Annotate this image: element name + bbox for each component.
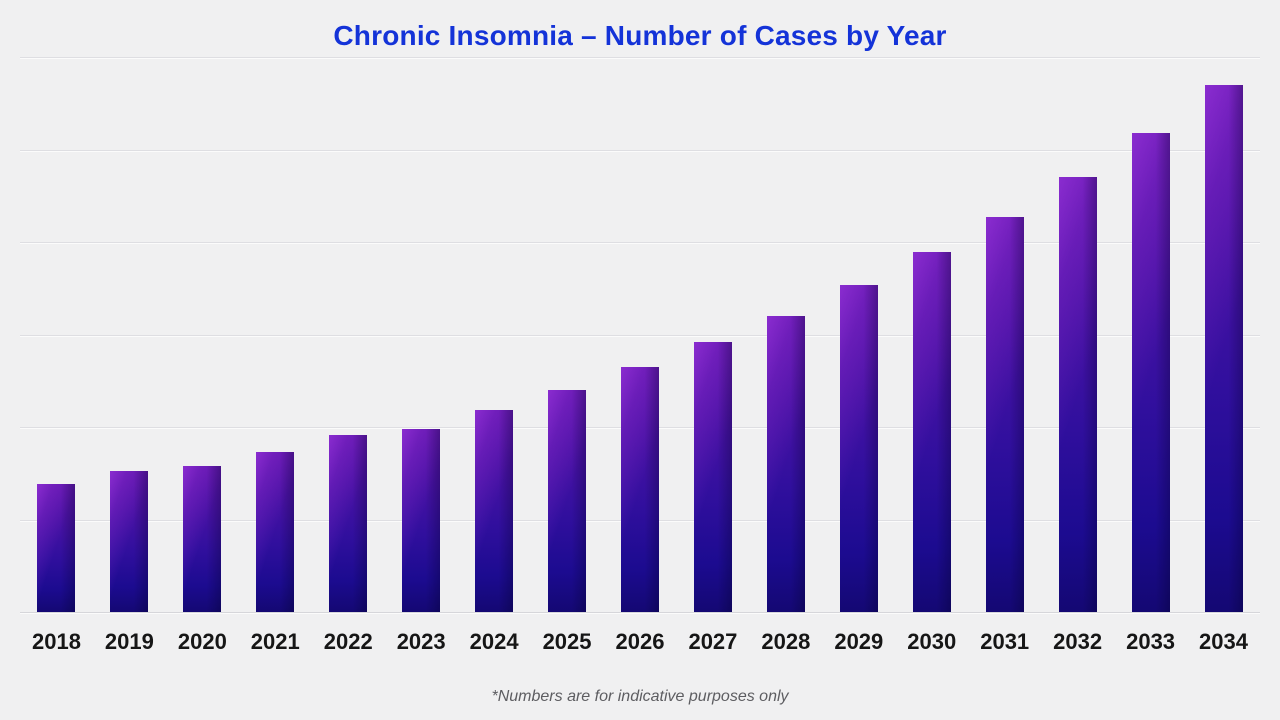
bar-2032: [1058, 177, 1097, 612]
x-axis-label-2029: 2029: [834, 629, 884, 654]
bar-2019: [110, 471, 149, 612]
x-axis-label-2027: 2027: [688, 629, 738, 654]
gridline: [20, 57, 1260, 58]
bar-2027: [693, 342, 732, 612]
x-axis-baseline: [20, 612, 1260, 613]
bar-2020: [183, 466, 222, 612]
bar-2029: [839, 285, 878, 612]
x-axis-label-2020: 2020: [177, 629, 227, 654]
bar-2028: [766, 316, 805, 612]
bar-2030: [912, 252, 951, 612]
gridline: [20, 334, 1260, 336]
bar-2033: [1131, 133, 1170, 612]
x-axis-label-2018: 2018: [31, 629, 81, 654]
bar-2018: [37, 484, 76, 612]
bar-2025: [548, 390, 587, 612]
x-axis-label-2033: 2033: [1126, 629, 1176, 654]
bar-2022: [329, 435, 368, 612]
x-axis: 2018 2019 2020 2021 2022 2023 2024 2025 2026 2027…: [20, 613, 1260, 663]
x-axis-label-2022: 2022: [323, 629, 373, 654]
chart-title: Chronic Insomnia – Number of Cases by Ye…: [333, 20, 947, 51]
x-axis-label-2034: 2034: [1199, 629, 1248, 654]
bar-2034: [1204, 85, 1243, 612]
footnote: *Numbers are for indicative purposes onl…: [491, 688, 789, 705]
x-axis-label-2026: 2026: [615, 629, 665, 654]
x-axis-label-2031: 2031: [980, 629, 1030, 654]
x-axis-label-2028: 2028: [761, 629, 811, 654]
x-axis-label-2030: 2030: [907, 629, 957, 654]
x-axis-label-2032: 2032: [1053, 629, 1103, 654]
gridline: [20, 242, 1260, 243]
bar-2021: [256, 452, 295, 612]
bar-2031: [985, 217, 1024, 612]
x-axis-label-2024: 2024: [469, 629, 519, 654]
gridline: [20, 149, 1260, 151]
x-axis-label-2019: 2019: [104, 629, 154, 654]
bar-2026: [621, 367, 659, 612]
bar-2023: [402, 429, 441, 612]
x-axis-label-2023: 2023: [396, 629, 446, 654]
plot-area: [20, 57, 1260, 613]
x-axis-label-2025: 2025: [542, 629, 592, 654]
x-axis-label-2021: 2021: [250, 629, 300, 654]
bar-2024: [475, 410, 514, 612]
